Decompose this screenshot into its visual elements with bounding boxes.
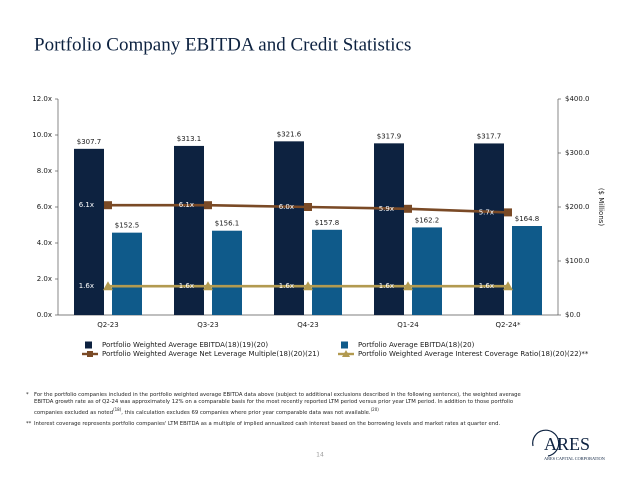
x-tick-label: Q2-24* xyxy=(496,321,521,329)
line-value-label: 1.6x xyxy=(179,282,194,290)
bar xyxy=(74,148,104,315)
y-tick-label: 6.0x xyxy=(37,203,52,211)
y-tick-label: 0.0x xyxy=(37,311,52,319)
x-tick-label: Q4-23 xyxy=(297,321,318,329)
line-value-label: 1.6x xyxy=(279,282,294,290)
y2-tick-label: $100.0 xyxy=(565,257,590,265)
page-number: 14 xyxy=(316,452,324,459)
bar-value-label: $313.1 xyxy=(177,135,202,143)
bar-value-label: $162.2 xyxy=(415,216,440,224)
y-tick-label: 12.0x xyxy=(32,95,52,103)
footnote-ref: (20) xyxy=(370,407,379,412)
line-value-label: 6.1x xyxy=(79,201,94,209)
logo-name: ARES xyxy=(544,434,590,454)
bar-value-label: $164.8 xyxy=(515,215,540,223)
logo: ARES ARES CAPITAL CORPORATION xyxy=(532,429,605,461)
bar-value-label: $321.6 xyxy=(277,130,302,138)
x-tick-label: Q2-23 xyxy=(97,321,118,329)
footnote-marker: * xyxy=(26,392,29,398)
legend-label: Portfolio Average EBITDA(18)(20) xyxy=(358,341,475,349)
line-marker xyxy=(503,281,513,291)
logo-subtitle: ARES CAPITAL CORPORATION xyxy=(544,456,605,461)
bar-value-label: $156.1 xyxy=(215,220,240,228)
line-marker xyxy=(204,201,212,210)
line-marker xyxy=(104,201,112,210)
legend-label: Portfolio Weighted Average Interest Cove… xyxy=(358,350,589,358)
line-value-label: 5.9x xyxy=(379,205,394,213)
line-marker xyxy=(404,204,412,213)
y2-tick-label: $300.0 xyxy=(565,149,590,157)
line-marker xyxy=(304,203,312,211)
footnote-ref: (18) xyxy=(113,407,122,412)
y2-tick-label: $400.0 xyxy=(565,95,590,103)
y2-tick-label: $200.0 xyxy=(565,203,590,211)
bar xyxy=(112,232,142,315)
line-marker xyxy=(203,281,213,291)
y-tick-label: 8.0x xyxy=(37,167,52,175)
line-value-label: 6.0x xyxy=(279,203,294,211)
footnote-text: For the portfolio companies included in … xyxy=(34,392,521,416)
footnote-marker: ** xyxy=(26,421,32,427)
footnote: ** Interest coverage represents portfolio… xyxy=(26,421,524,428)
legend-swatch xyxy=(341,341,348,349)
footnote: * For the portfolio companies included in… xyxy=(26,392,524,417)
line-marker xyxy=(303,281,313,291)
y-tick-label: 2.0x xyxy=(37,275,52,283)
footnote-text: , this calculation excludes 69 companies… xyxy=(121,409,371,416)
bar-value-label: $157.8 xyxy=(315,219,340,227)
y2-tick-label: $0.0 xyxy=(565,311,581,319)
line-value-label: 1.6x xyxy=(79,282,94,290)
legend-marker xyxy=(87,351,93,357)
legend-label: Portfolio Weighted Average EBITDA(18)(19… xyxy=(102,341,268,349)
logo-swoosh xyxy=(532,429,560,457)
bar xyxy=(312,229,342,315)
y-tick-label: 4.0x xyxy=(37,239,52,247)
line-value-label: 1.6x xyxy=(479,282,494,290)
line-marker xyxy=(504,208,512,217)
bar-value-label: $317.9 xyxy=(377,132,402,140)
line-value-label: 6.1x xyxy=(179,201,194,209)
legend-marker xyxy=(342,350,350,357)
line-marker xyxy=(403,281,413,291)
bar xyxy=(212,230,242,315)
y2-axis-label: ($ Millions) xyxy=(597,188,605,227)
chart-title: Portfolio Company EBITDA and Credit Stat… xyxy=(34,34,411,55)
line-value-label: 1.6x xyxy=(379,282,394,290)
bar xyxy=(512,226,542,315)
x-tick-label: Q3-23 xyxy=(197,321,218,329)
legend-label: Portfolio Weighted Average Net Leverage … xyxy=(102,350,320,358)
footnote-text: Interest coverage represents portfolio c… xyxy=(34,421,501,427)
bar xyxy=(412,227,442,315)
y-tick-label: 10.0x xyxy=(32,131,52,139)
bar-value-label: $317.7 xyxy=(477,132,502,140)
bar-value-label: $152.5 xyxy=(115,222,140,230)
legend-swatch xyxy=(85,341,92,349)
x-tick-label: Q1-24 xyxy=(397,321,419,329)
line-marker xyxy=(103,281,113,291)
line-value-label: 5.7x xyxy=(479,208,494,216)
bar-value-label: $307.7 xyxy=(77,138,102,146)
